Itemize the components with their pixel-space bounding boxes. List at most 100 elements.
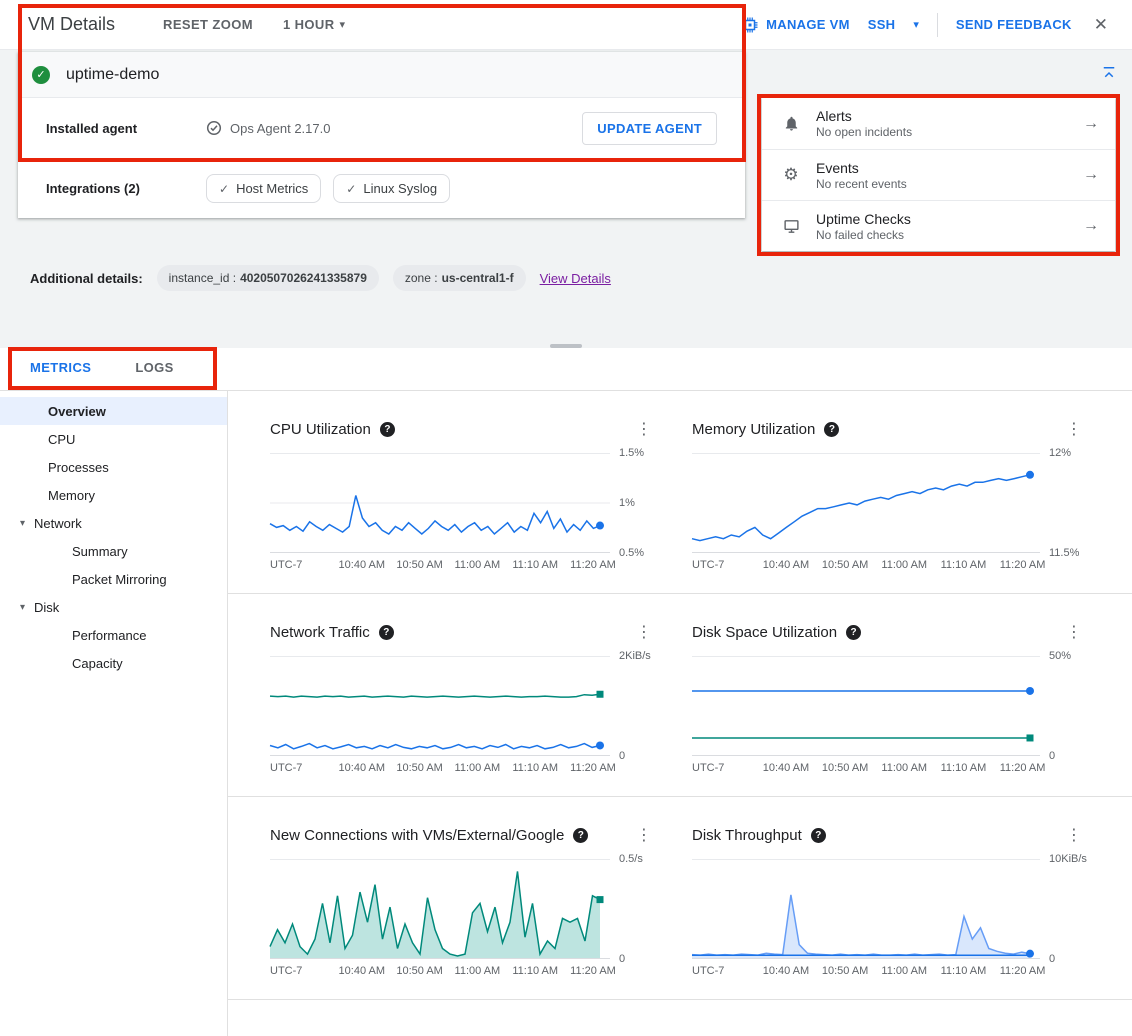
chart-plot[interactable]: [692, 656, 1040, 756]
chart-menu-icon[interactable]: ⋮: [1066, 624, 1082, 641]
chart-svg: [691, 453, 1040, 553]
chart-plot[interactable]: [269, 859, 610, 959]
expand-caret-icon[interactable]: ▾: [20, 517, 26, 529]
manage-vm-button[interactable]: MANAGE VM: [741, 16, 850, 34]
chart-row: Network Traffic ? ⋮ 2KiB/s 0 UTC-7 10:40 A…: [228, 594, 1132, 797]
x-tick-label: UTC-7: [270, 762, 303, 774]
chart-plot[interactable]: [269, 656, 610, 756]
chart-menu-icon[interactable]: ⋮: [636, 624, 652, 641]
alerts-title: Alerts: [816, 108, 852, 124]
chart-title: Disk Throughput: [692, 826, 802, 844]
y-axis-labels: 2KiB/s 0: [610, 650, 658, 762]
x-tick-label: 11:10 AM: [940, 762, 987, 774]
x-tick-label: 10:50 AM: [396, 762, 443, 774]
chart-title: New Connections with VMs/External/Google: [270, 826, 565, 844]
arrow-forward-icon[interactable]: →: [1083, 217, 1099, 234]
update-agent-button[interactable]: UPDATE AGENT: [582, 111, 717, 145]
agent-version: Ops Agent 2.17.0: [206, 120, 330, 136]
reset-zoom-button[interactable]: RESET ZOOM: [163, 17, 253, 32]
chart-menu-icon[interactable]: ⋮: [636, 827, 652, 844]
sidebar-item-packet-mirroring[interactable]: Packet Mirroring: [72, 571, 167, 587]
charts-panel: CPU Utilization ? ⋮ 1.5% 1% 0.5% UTC-7 10:4…: [228, 391, 1132, 1036]
sidebar-item-memory[interactable]: Memory: [48, 487, 95, 503]
close-icon[interactable]: ✕: [1093, 14, 1108, 34]
help-icon[interactable]: ?: [379, 421, 395, 437]
arrow-forward-icon[interactable]: →: [1083, 166, 1099, 183]
y-axis-labels: 1.5% 1% 0.5%: [610, 447, 658, 559]
help-icon[interactable]: ?: [846, 624, 862, 640]
integration-chip-label: Host Metrics: [236, 181, 309, 196]
sidebar-item-capacity[interactable]: Capacity: [72, 655, 123, 671]
x-tick-label: 10:50 AM: [396, 559, 443, 571]
x-tick-label: 11:10 AM: [940, 965, 987, 977]
x-tick-label: 11:20 AM: [999, 965, 1046, 977]
installed-agent-row: Installed agent Ops Agent 2.17.0 UPDATE …: [18, 98, 745, 158]
chart-plot[interactable]: [691, 859, 1040, 959]
arrow-forward-icon[interactable]: →: [1083, 114, 1099, 132]
x-tick-label: 11:20 AM: [570, 762, 616, 774]
x-tick-label: 11:00 AM: [881, 559, 928, 571]
sidebar-item-overview[interactable]: Overview: [0, 397, 227, 425]
resize-drag-handle[interactable]: [550, 344, 582, 348]
chart-memory-utilization: Memory Utilization ? ⋮ 12% 11.5% UTC-7 10:…: [680, 419, 1132, 575]
y-tick-label: 1.5%: [619, 447, 645, 459]
ssh-dropdown-icon[interactable]: ▾: [913, 19, 919, 31]
chart-menu-icon[interactable]: ⋮: [1066, 827, 1082, 844]
vm-card: ✓ uptime-demo Installed agent Ops Agent …: [18, 52, 745, 218]
chart-disk-space-utilization: Disk Space Utilization ? ⋮ 50% 0 UTC-7 10:…: [680, 622, 1132, 778]
chart-title: Memory Utilization: [692, 420, 816, 438]
time-range-dropdown[interactable]: 1 HOUR ▾: [283, 17, 345, 32]
expand-caret-icon[interactable]: ▾: [20, 601, 26, 613]
chart-menu-icon[interactable]: ⋮: [636, 421, 652, 438]
help-icon[interactable]: ?: [573, 827, 589, 843]
chart-menu-icon[interactable]: ⋮: [1066, 421, 1082, 438]
sidebar-item-cpu[interactable]: CPU: [48, 431, 76, 447]
sidebar-item-processes[interactable]: Processes: [48, 459, 109, 475]
sidebar-item-performance[interactable]: Performance: [72, 627, 147, 643]
check-icon: ✓: [219, 181, 230, 196]
send-feedback-button[interactable]: SEND FEEDBACK: [955, 17, 1072, 32]
chevron-down-icon: ▾: [339, 19, 346, 31]
zone-chip: zone us-central1-f: [392, 265, 526, 291]
help-icon[interactable]: ?: [378, 624, 394, 640]
y-tick-label: 12%: [1049, 447, 1072, 459]
sidebar-item-summary[interactable]: Summary: [72, 543, 128, 559]
sidebar-item-disk[interactable]: ▾ Disk: [0, 593, 227, 621]
tab-metrics[interactable]: METRICS: [28, 348, 94, 390]
uptime-checks-row[interactable]: Uptime Checks No failed checks →: [762, 200, 1115, 251]
x-tick-label: 10:40 AM: [762, 559, 810, 571]
sidebar-item-network[interactable]: ▾ Network: [0, 509, 227, 537]
monitoring-side-panel: Alerts No open incidents → ⚙ Events No r…: [762, 98, 1115, 251]
x-tick-label: 11:20 AM: [999, 762, 1046, 774]
divider: [936, 12, 938, 37]
sidebar-item-label: Network: [34, 515, 82, 531]
x-tick-label: UTC-7: [692, 559, 725, 571]
metrics-sidebar: Overview CPU Processes Memory ▾ Network …: [0, 391, 228, 1036]
chart-row: CPU Utilization ? ⋮ 1.5% 1% 0.5% UTC-7 10:4…: [228, 391, 1132, 594]
tab-logs[interactable]: LOGS: [135, 360, 174, 375]
chart-plot[interactable]: [691, 453, 1040, 553]
x-tick-label: 11:00 AM: [454, 762, 501, 774]
chart-row: New Connections with VMs/External/Google…: [228, 797, 1132, 1000]
y-tick-label: 0: [1049, 750, 1056, 762]
x-tick-label: 11:00 AM: [881, 762, 928, 774]
manage-vm-label: MANAGE VM: [766, 17, 850, 32]
integration-chip-label: Linux Syslog: [363, 181, 438, 196]
chart-plot[interactable]: [269, 453, 610, 553]
y-tick-label: 2KiB/s: [619, 650, 651, 662]
chip-value: us-central1-f: [441, 271, 514, 285]
chip-key: instance_id: [169, 271, 236, 285]
view-details-link[interactable]: View Details: [539, 270, 611, 286]
x-tick-label: 11:20 AM: [570, 559, 616, 571]
uptime-checks-subtitle: No failed checks: [816, 227, 905, 242]
ssh-button[interactable]: SSH: [867, 17, 896, 32]
y-tick-label: 0: [1049, 953, 1056, 965]
chart-new-connections: New Connections with VMs/External/Google…: [228, 825, 680, 981]
x-tick-label: 10:40 AM: [338, 559, 386, 571]
collapse-panel-icon[interactable]: [1100, 64, 1118, 87]
events-row[interactable]: ⚙ Events No recent events →: [762, 149, 1115, 200]
help-icon[interactable]: ?: [810, 827, 826, 843]
alerts-row[interactable]: Alerts No open incidents →: [762, 98, 1115, 149]
help-icon[interactable]: ?: [824, 421, 840, 437]
